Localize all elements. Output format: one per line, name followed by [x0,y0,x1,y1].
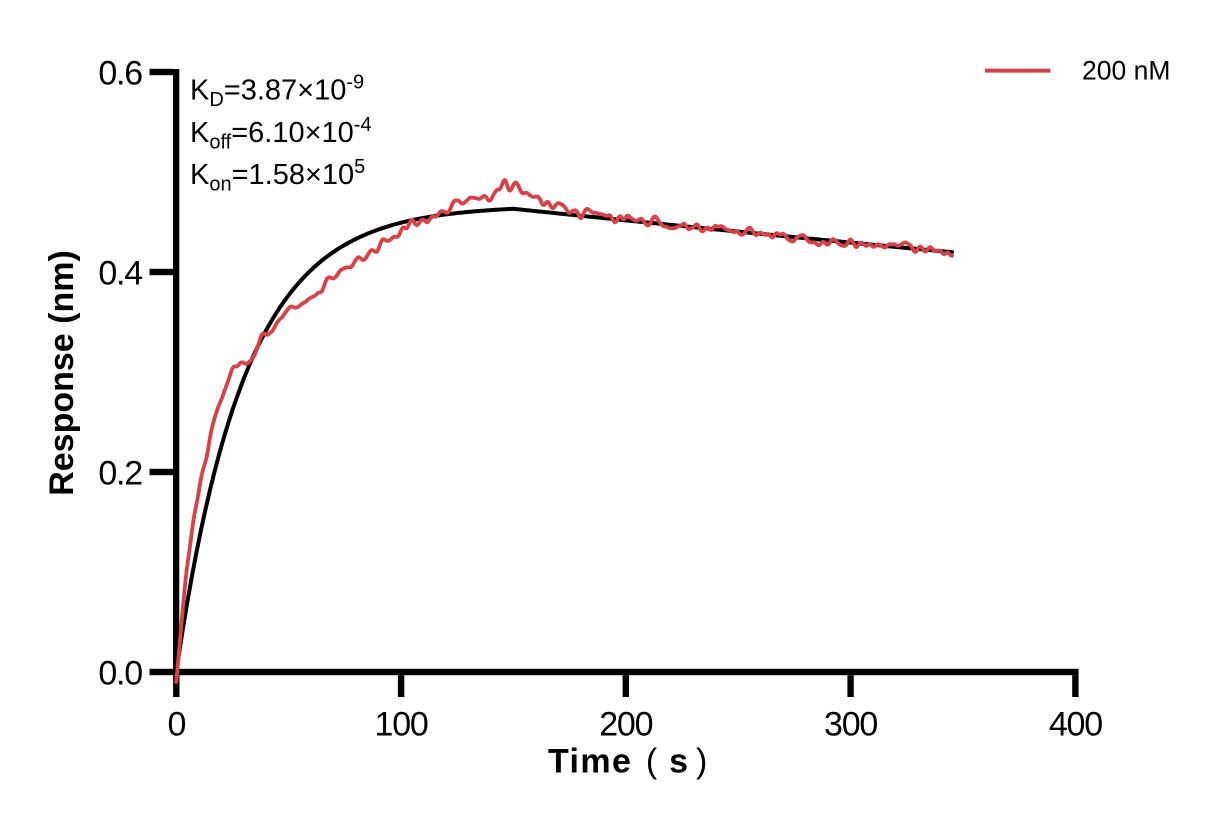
svg-text:KD=3.87×10-9: KD=3.87×10-9 [190,72,364,112]
svg-text:0: 0 [167,706,185,744]
svg-text:200 nM: 200 nM [1082,55,1170,85]
svg-text:200: 200 [599,706,652,744]
svg-text:Response (nm): Response (nm) [43,250,81,496]
svg-text:0.4: 0.4 [98,254,142,292]
svg-text:Kon=1.58×105: Kon=1.58×105 [190,156,365,196]
svg-text:Time(s): Time(s) [548,743,707,781]
svg-text:100: 100 [375,706,428,744]
svg-text:300: 300 [824,706,877,744]
svg-text:0.6: 0.6 [98,54,142,92]
svg-text:400: 400 [1049,706,1102,744]
svg-text:0.0: 0.0 [98,654,142,692]
svg-text:0.2: 0.2 [98,454,142,492]
